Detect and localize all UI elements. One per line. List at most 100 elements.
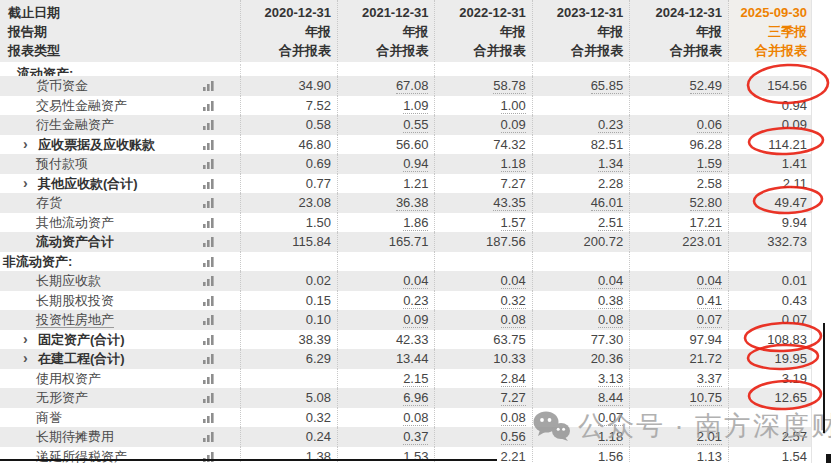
cell-value[interactable]: 1.00 [501,98,526,114]
value-cell-2023-12-31[interactable]: 1.18 [532,427,629,447]
cell-value[interactable]: 2.01 [697,429,722,445]
cell-value[interactable]: 65.85 [591,78,624,94]
value-cell-2025-09-30[interactable]: 108.83 [728,330,811,350]
column-header-2021-12-31[interactable]: 2021-12-31年报合并报表 [337,0,434,62]
cell-value[interactable]: 42.33 [396,332,429,347]
value-cell-2024-12-31[interactable]: 17.21 [629,213,728,233]
bar-chart-icon[interactable] [202,314,215,325]
value-cell-2025-09-30[interactable]: 9.94 [728,213,811,233]
cell-value[interactable]: 2.15 [403,371,428,387]
table-row[interactable]: 流动资产合计115.84165.71187.56200.72223.01332.… [0,232,811,252]
cell-value[interactable]: 0.23 [598,117,623,133]
value-cell-2021-12-31[interactable]: 0.23 [337,291,434,311]
table-row[interactable]: ›在建工程(合计)6.2913.4410.3320.3621.7219.95 [0,349,811,369]
value-cell-2023-12-31[interactable]: 200.72 [532,232,629,252]
value-cell-2020-12-31[interactable]: 0.10 [240,310,337,330]
table-row[interactable]: 衍生金融资产0.580.550.090.230.060.09 [0,115,811,135]
value-cell-2025-09-30[interactable]: 19.95 [728,349,811,369]
value-cell-2022-12-31[interactable]: 7.27 [434,174,531,194]
value-cell-2025-09-30[interactable]: 154.56 [728,76,811,96]
bar-chart-icon[interactable] [202,80,215,91]
cell-value[interactable]: 187.56 [486,234,526,249]
bar-chart-icon[interactable] [202,158,215,169]
cell-value[interactable]: 1.57 [501,215,526,231]
cell-value[interactable]: 19.95 [774,351,807,366]
value-cell-2020-12-31[interactable]: 5.08 [240,388,337,408]
cell-value[interactable]: 97.94 [690,332,723,347]
value-cell-2021-12-31[interactable]: 0.09 [337,310,434,330]
cell-value[interactable]: 7.27 [501,390,526,406]
value-cell-2025-09-30[interactable]: 12.65 [728,388,811,408]
value-cell-2020-12-31[interactable] [240,369,337,389]
value-cell-2024-12-31[interactable]: 0.04 [629,271,728,291]
column-header-2022-12-31[interactable]: 2022-12-31年报合并报表 [434,0,531,62]
cell-value[interactable]: 20.36 [591,351,624,366]
value-cell-2021-12-31[interactable]: 67.08 [337,76,434,96]
value-cell-2023-12-31[interactable]: 65.85 [532,76,629,96]
value-cell-2023-12-31[interactable]: 82.51 [532,135,629,155]
table-row[interactable]: 预付款项0.690.941.181.341.591.41 [0,154,811,174]
value-cell-2021-12-31[interactable] [337,252,434,272]
cell-value[interactable]: 52.80 [690,195,723,211]
column-header-2023-12-31[interactable]: 2023-12-31年报合并报表 [532,0,629,62]
value-cell-2025-09-30[interactable] [728,408,811,428]
cell-value[interactable]: 7.52 [306,98,331,113]
cell-value[interactable]: 46.01 [591,195,624,211]
value-cell-2022-12-31[interactable]: 0.56 [434,427,531,447]
value-cell-2025-09-30[interactable]: 49.47 [728,193,811,213]
cell-value[interactable]: 0.07 [782,312,807,327]
cell-value[interactable]: 0.23 [403,293,428,309]
bar-chart-icon[interactable] [202,217,215,228]
value-cell-2020-12-31[interactable]: 0.58 [240,115,337,135]
cell-value[interactable]: 56.60 [396,137,429,152]
value-cell-2025-09-30[interactable]: 2.11 [728,174,811,194]
value-cell-2025-09-30[interactable]: 0.43 [728,291,811,311]
cell-value[interactable]: 0.01 [782,273,807,288]
bar-chart-icon[interactable] [202,178,215,189]
cell-value[interactable]: 12.65 [774,390,807,405]
value-cell-2023-12-31[interactable]: 0.08 [532,310,629,330]
bar-chart-icon[interactable] [202,139,215,150]
table-row[interactable]: 长期待摊费用0.240.370.561.182.012.57 [0,427,811,447]
value-cell-2020-12-31[interactable] [240,252,337,272]
value-cell-2024-12-31[interactable] [629,96,728,116]
cell-value[interactable]: 0.04 [598,273,623,289]
value-cell-2021-12-31[interactable]: 1.09 [337,96,434,116]
value-cell-2025-09-30[interactable]: 1.54 [728,447,811,463]
cell-value[interactable]: 154.56 [767,78,807,93]
cell-value[interactable]: 21.72 [690,351,723,366]
expand-chevron-icon[interactable]: › [23,330,28,350]
value-cell-2020-12-31[interactable]: 1.50 [240,213,337,233]
cell-value[interactable]: 0.55 [403,117,428,133]
value-cell-2020-12-31[interactable]: 0.77 [240,174,337,194]
value-cell-2022-12-31[interactable]: 1.57 [434,213,531,233]
cell-value[interactable]: 1.18 [501,156,526,172]
value-cell-2024-12-31[interactable]: 21.72 [629,349,728,369]
cell-value[interactable]: 9.94 [782,215,807,230]
cell-value[interactable]: 0.41 [697,293,722,309]
value-cell-2025-09-30[interactable]: 0.01 [728,271,811,291]
value-cell-2024-12-31[interactable]: 1.59 [629,154,728,174]
cell-value[interactable]: 0.15 [306,293,331,308]
value-cell-2022-12-31[interactable]: 1.00 [434,96,531,116]
value-cell-2021-12-31[interactable]: 0.08 [337,408,434,428]
value-cell-2022-12-31[interactable]: 58.78 [434,76,531,96]
value-cell-2024-12-31[interactable]: 52.80 [629,193,728,213]
table-row[interactable]: 其他流动资产1.501.861.572.5117.219.94 [0,213,811,233]
value-cell-2023-12-31[interactable]: 20.36 [532,349,629,369]
value-cell-2025-09-30[interactable]: 0.09 [728,115,811,135]
cell-value[interactable]: 2.21 [501,449,526,463]
cell-value[interactable]: 0.37 [403,429,428,445]
value-cell-2020-12-31[interactable]: 0.02 [240,271,337,291]
bar-chart-icon[interactable] [202,236,215,247]
cell-value[interactable]: 1.56 [598,449,623,463]
cell-value[interactable]: 115.84 [292,234,331,249]
value-cell-2023-12-31[interactable]: 2.51 [532,213,629,233]
value-cell-2022-12-31[interactable]: 63.75 [434,330,531,350]
value-cell-2023-12-31[interactable]: 1.34 [532,154,629,174]
column-header-2020-12-31[interactable]: 2020-12-31年报合并报表 [240,0,337,62]
value-cell-2022-12-31[interactable]: 7.27 [434,388,531,408]
cell-value[interactable]: 0.09 [782,117,807,132]
value-cell-2022-12-31[interactable]: 0.08 [434,310,531,330]
cell-value[interactable]: 82.51 [591,137,624,152]
